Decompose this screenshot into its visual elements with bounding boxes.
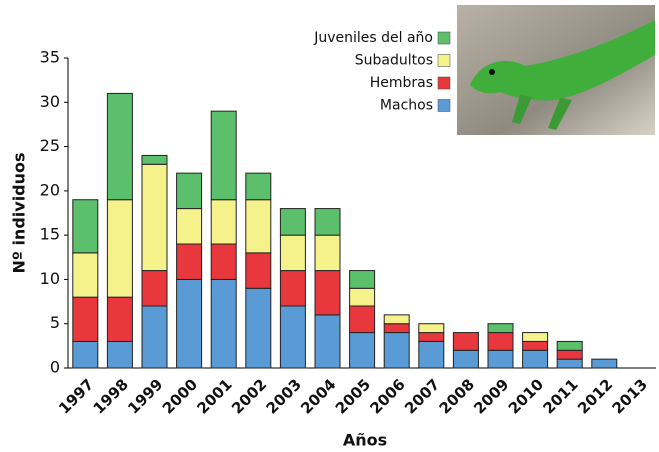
- x-tick-label: 2009: [470, 375, 512, 417]
- bar-segment: [452, 349, 479, 369]
- bar-segment: [210, 199, 237, 245]
- bar-segment: [314, 208, 341, 236]
- bar-segment: [279, 305, 306, 369]
- bar-segment: [349, 270, 376, 289]
- legend-swatch: [437, 99, 451, 112]
- legend-swatch: [437, 76, 451, 90]
- x-tick-label: 2006: [366, 375, 408, 417]
- x-tick-label: 2003: [263, 375, 305, 417]
- bar-segment: [349, 305, 376, 334]
- x-tick-label: 1999: [124, 375, 166, 417]
- y-tick-label: 10: [40, 269, 60, 288]
- x-tick-label: 2002: [228, 375, 270, 417]
- bar-segment: [522, 332, 549, 342]
- bar-segment: [418, 332, 445, 342]
- bar-segment: [487, 323, 514, 334]
- y-tick-label: 35: [40, 48, 60, 67]
- bar-segment: [591, 358, 618, 369]
- bar-segment: [487, 332, 514, 351]
- x-tick-label: 2012: [574, 375, 616, 417]
- bar-segment: [245, 252, 272, 289]
- legend-label: Juveniles del año: [313, 30, 433, 46]
- x-tick-label: 2004: [297, 375, 339, 417]
- legend-label: Hembras: [370, 75, 433, 91]
- y-tick-label: 15: [40, 225, 60, 244]
- bar-segment: [141, 270, 168, 307]
- bar-segment: [106, 92, 133, 201]
- legend-swatch: [437, 31, 451, 45]
- y-axis-title: Nº individuos: [10, 152, 29, 273]
- x-tick-label: 2013: [609, 375, 651, 417]
- x-axis-title: Años: [343, 431, 387, 450]
- bar-segment: [245, 172, 272, 201]
- x-tick-label: 2008: [436, 375, 478, 417]
- x-tick-label: 1997: [55, 375, 97, 417]
- bar-segment: [314, 234, 341, 272]
- bar-segment: [522, 349, 549, 369]
- legend-label: Machos: [380, 98, 433, 114]
- bar-segment: [141, 163, 168, 272]
- bar-segment: [106, 199, 133, 298]
- x-tick-label: 2010: [505, 375, 547, 417]
- bar-segment: [72, 199, 99, 254]
- bar-segment: [556, 349, 583, 360]
- bar-segment: [106, 296, 133, 342]
- bar-segment: [176, 208, 203, 245]
- y-tick-label: 30: [40, 92, 60, 111]
- bar-segment: [72, 296, 99, 342]
- bar-segment: [176, 172, 203, 210]
- bar-segment: [383, 332, 410, 369]
- bar-segment: [210, 278, 237, 369]
- bar-segment: [279, 234, 306, 272]
- legend-swatch: [437, 54, 451, 67]
- y-tick-label: 0: [50, 358, 60, 377]
- x-tick-label: 1998: [90, 375, 132, 417]
- bar-segment: [418, 323, 445, 334]
- bar-segment: [106, 340, 133, 369]
- x-tick-label: 2005: [332, 375, 374, 417]
- bar-segment: [72, 252, 99, 298]
- bar-segment: [210, 110, 237, 201]
- bar-segment: [487, 349, 514, 369]
- lizard-photo: [457, 5, 655, 135]
- bar-segment: [349, 287, 376, 307]
- bar-segment: [279, 208, 306, 236]
- bar-segment: [556, 358, 583, 369]
- x-tick-label: 2011: [539, 375, 581, 417]
- bar-segment: [349, 332, 376, 369]
- bar-segment: [210, 243, 237, 280]
- bar-segment: [245, 199, 272, 254]
- bar-segment: [141, 154, 168, 165]
- bar-segment: [383, 314, 410, 325]
- bar-segment: [314, 270, 341, 316]
- bar-segment: [314, 314, 341, 369]
- x-tick-label: 2007: [401, 375, 443, 417]
- bar-segment: [452, 332, 479, 351]
- bar-segment: [245, 287, 272, 369]
- bar-segment: [383, 323, 410, 334]
- legend-label: Subadultos: [355, 53, 433, 69]
- x-tick-label: 2000: [159, 375, 201, 417]
- y-tick-label: 20: [40, 180, 60, 199]
- x-tick-label: 2001: [193, 375, 235, 417]
- bar-segment: [556, 340, 583, 351]
- y-tick-label: 25: [40, 136, 60, 155]
- bar-segment: [176, 243, 203, 280]
- bar-segment: [141, 305, 168, 369]
- y-tick-label: 5: [50, 313, 60, 332]
- bar-segment: [176, 278, 203, 369]
- bar-segment: [418, 340, 445, 369]
- bar-segment: [279, 270, 306, 307]
- bar-segment: [522, 340, 549, 351]
- bar-segment: [72, 340, 99, 369]
